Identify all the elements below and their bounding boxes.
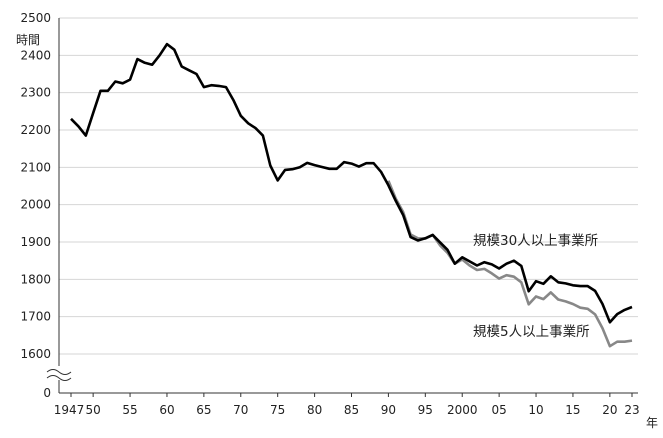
x-tick-label: 60 <box>159 403 174 417</box>
series-lines <box>70 42 633 348</box>
series-line-30plus <box>70 42 633 324</box>
y-tick-label: 1600 <box>20 347 51 361</box>
x-tick-label: 75 <box>270 403 285 417</box>
y-axis-unit-label: 時間 <box>16 33 40 47</box>
y-tick-label: 2000 <box>20 198 51 212</box>
y-tick-label: 0 <box>43 386 51 400</box>
x-tick-label: 23 <box>624 403 639 417</box>
y-tick-label: 1700 <box>20 310 51 324</box>
x-tick-label: 90 <box>381 403 396 417</box>
x-tick-label: 2000 <box>447 403 478 417</box>
x-tick-label: 50 <box>86 403 101 417</box>
x-tick-label: 10 <box>528 403 543 417</box>
y-tick-label: 2400 <box>20 48 51 62</box>
y-tick-label: 2100 <box>20 160 51 174</box>
y-tick-label: 2500 <box>20 11 51 25</box>
x-tick-label: 1947 <box>54 403 85 417</box>
x-tick-labels: 1947 50 55 60 65 70 75 80 85 90 95 2000 05 10 15 20 23 <box>54 393 640 417</box>
x-tick-label: 95 <box>418 403 433 417</box>
series-label-5plus: 規模5人以上事業所 <box>473 324 590 340</box>
series-label-30plus: 規模30人以上事業所 <box>473 233 598 249</box>
axes <box>58 18 638 394</box>
axis-break-icon <box>46 366 72 381</box>
grid-lines <box>59 17 638 355</box>
x-tick-label: 05 <box>491 403 506 417</box>
y-tick-label: 2200 <box>20 123 51 137</box>
x-tick-label: 55 <box>122 403 137 417</box>
y-tick-label: 1900 <box>20 235 51 249</box>
x-tick-label: 70 <box>233 403 248 417</box>
y-tick-label: 1800 <box>20 272 51 286</box>
y-tick-label: 2300 <box>20 86 51 100</box>
x-tick-label: 20 <box>602 403 617 417</box>
y-tick-labels: 0 1600 1700 1800 1900 2000 2100 2200 2300 2400 250… <box>20 11 51 400</box>
x-tick-label: 80 <box>307 403 322 417</box>
x-tick-label: 65 <box>196 403 211 417</box>
x-tick-label: 85 <box>344 403 359 417</box>
x-axis-unit-label: 年 <box>646 416 658 430</box>
x-tick-label: 15 <box>565 403 580 417</box>
